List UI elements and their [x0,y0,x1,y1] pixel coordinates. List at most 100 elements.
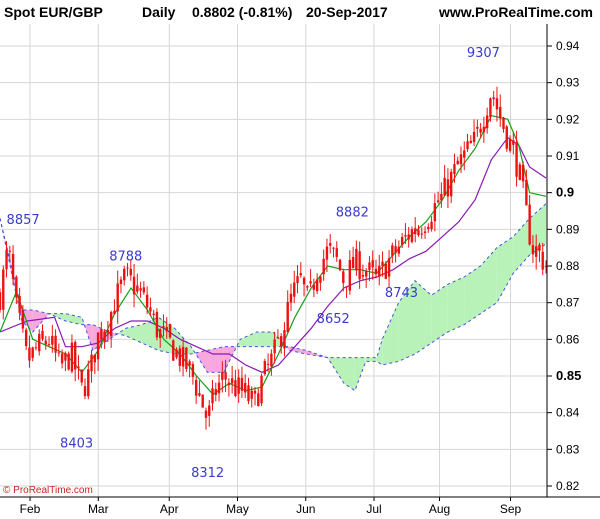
candlestick [93,354,97,375]
candlestick [194,376,198,404]
cloud-segment [81,317,85,325]
candle-body [234,380,237,397]
candlestick [244,374,247,399]
candlestick [113,299,116,315]
candle-body [211,388,214,404]
candlestick [149,297,152,317]
candlestick [286,290,289,333]
cloud-segment [529,203,546,255]
candlestick [224,359,227,393]
candlestick [208,399,211,427]
cloud-segment [286,346,290,351]
price-annotation: 9307 [467,46,500,61]
cloud-segment [447,277,465,332]
candle-body [342,271,345,284]
candlestick [51,324,54,353]
candlestick [263,358,267,376]
candle-body [541,251,544,270]
candle-body [247,385,250,402]
cloud-segment [32,310,50,332]
candlestick [139,281,142,298]
candlestick [499,94,502,127]
candle-body [96,332,100,360]
candlestick [414,217,417,243]
candle-body [103,331,106,342]
y-tick-label: 0.94 [556,39,580,53]
cloud-segment [125,324,142,343]
cloud-segment [496,236,514,303]
candlestick [404,223,407,244]
candle-body [191,364,195,377]
candle-body [456,160,459,165]
candlestick [132,264,136,308]
cloud-segment [464,266,481,325]
candlestick [24,327,28,350]
candle-body [400,236,404,245]
candlestick [453,153,456,183]
candlestick [525,169,528,206]
candle-body [77,366,80,368]
candlestick [185,346,188,372]
candle-body [319,276,322,283]
candlestick [67,351,70,371]
candlestick [325,238,329,273]
candle-body [194,380,198,396]
gridlines [0,24,546,497]
candlestick [155,308,159,341]
candlestick [446,168,450,209]
y-tick-label: 0.85 [556,368,581,383]
candle-body [80,369,83,383]
candlestick [492,90,495,107]
candle-body [139,288,142,291]
candle-body [476,126,479,129]
candle-body [430,221,433,230]
candle-body [168,324,172,338]
candle-body [126,267,129,269]
candlestick [230,365,234,394]
candlestick [335,241,338,262]
y-axis-ticks: 0.82 0.83 0.84 0.85 0.86 0.87 0.88 0.89 0.9 0.91 0… [547,39,581,493]
candlestick [502,116,505,133]
candle-body [181,347,185,367]
candle-body [469,140,473,144]
candle-body [309,281,312,284]
candle-body [397,246,401,254]
candle-body [266,363,270,365]
candle-body [414,228,417,235]
candlestick [538,242,541,263]
candle-body [162,326,165,328]
candle-body [338,259,342,271]
candle-body [83,386,87,397]
candle-body [286,301,289,333]
candlestick [221,361,224,393]
candle-body [31,347,34,358]
candlestick [18,287,21,321]
candle-body [482,126,486,133]
candle-body [57,352,61,354]
candlestick [518,162,522,181]
x-tick-label: Apr [160,502,179,516]
candlestick [77,355,80,380]
candle-body [351,257,355,269]
candlestick [394,239,397,263]
candle-body [433,203,437,222]
candlestick [178,345,182,372]
x-tick-label: Mar [88,502,109,516]
candle-body [492,97,495,100]
candlestick [482,116,486,143]
candlestick [400,233,404,249]
candle-body [109,312,113,337]
candle-body [453,164,456,175]
candle-body [116,283,119,312]
candlestick [0,288,2,313]
candle-body [54,335,57,353]
candle-body [263,361,267,375]
candlestick [342,268,345,292]
candlestick [433,193,437,232]
x-tick-label: Aug [429,502,450,516]
candle-body [51,335,54,345]
candle-body [364,271,368,277]
x-tick-label: Jul [366,502,381,516]
cloud-segment [117,328,126,336]
candle-body [302,277,306,285]
